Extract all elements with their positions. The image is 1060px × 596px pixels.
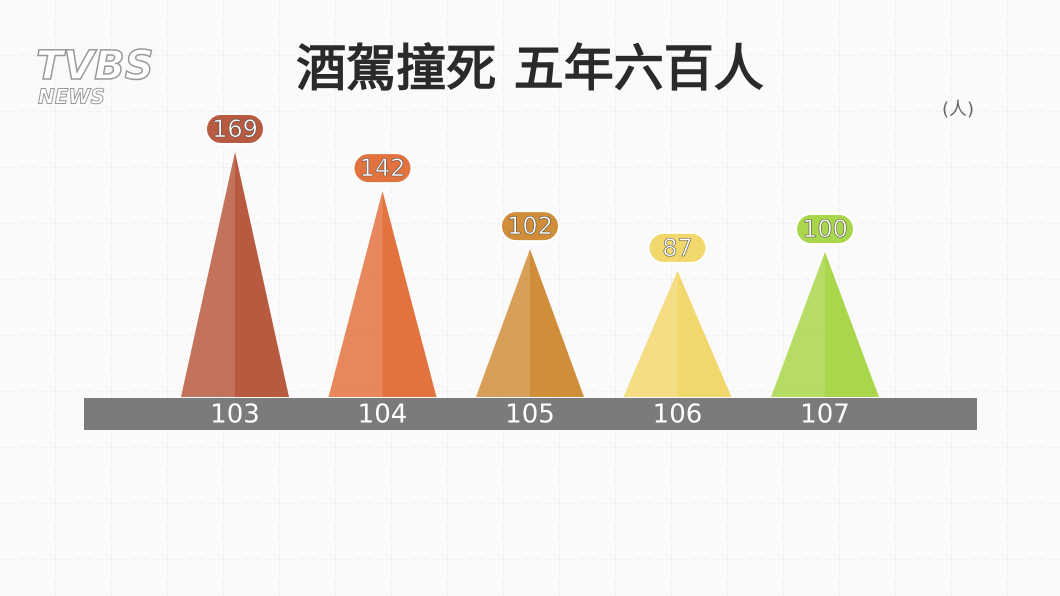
chart-title: 酒駕撞死 五年六百人 — [296, 40, 763, 98]
pyramid-left-face — [181, 152, 235, 397]
value-label-bg — [352, 152, 413, 185]
logo-bottom: NEWS — [38, 85, 105, 109]
pyramid — [328, 191, 437, 397]
logo: TVBS NEWS — [35, 42, 154, 109]
pyramid-right-face — [530, 249, 584, 397]
value-label-bg — [647, 231, 708, 264]
value-label: 142 — [360, 154, 406, 182]
x-tick-label: 107 — [800, 400, 850, 430]
value-label-bg — [795, 213, 855, 246]
value-label: 102 — [507, 212, 553, 240]
x-tick-label: 105 — [505, 400, 555, 430]
pyramid — [476, 249, 584, 397]
value-label-bg — [500, 210, 560, 243]
pyramid — [623, 270, 732, 397]
pyramid-left-face — [476, 249, 530, 397]
pyramid — [181, 152, 289, 397]
category-band — [84, 398, 977, 430]
pyramid-left-face — [623, 270, 678, 397]
value-label: 87 — [662, 234, 693, 262]
unit-label: (人) — [942, 99, 974, 120]
value-label-bg — [205, 113, 265, 145]
x-tick-label: 106 — [653, 400, 703, 430]
pyramid-right-face — [235, 152, 289, 397]
pyramid-right-face — [825, 252, 879, 397]
pyramid-left-face — [328, 191, 383, 397]
pyramid-right-face — [677, 270, 732, 397]
pyramid — [771, 252, 879, 397]
pyramid-right-face — [382, 191, 437, 397]
value-label: 169 — [212, 115, 258, 143]
x-tick-label: 103 — [210, 400, 260, 430]
x-tick-label: 104 — [358, 400, 408, 430]
value-label: 100 — [802, 215, 848, 243]
pyramid-left-face — [771, 252, 825, 397]
logo-top: TVBS — [36, 43, 154, 89]
